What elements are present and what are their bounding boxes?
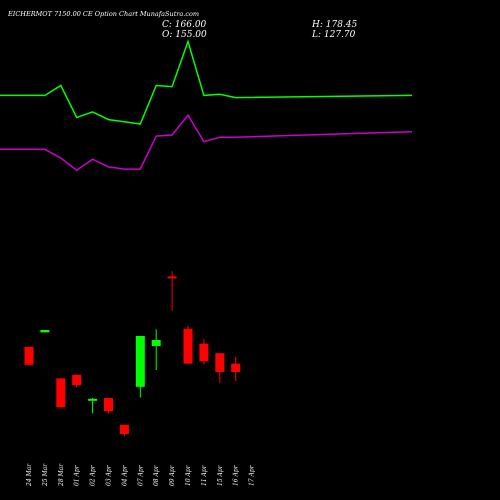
candle-body — [72, 374, 82, 386]
candle-body — [151, 340, 161, 346]
candle-body — [56, 378, 66, 408]
close-value: C: 166.00 — [162, 20, 207, 30]
open-value: O: 155.00 — [162, 30, 207, 40]
candle-body — [40, 330, 50, 333]
x-tick-label: 28 Mar — [58, 463, 65, 487]
candle-body — [104, 398, 113, 412]
x-axis-ticks: 24 Mar 25 Mar 28 Mar 01 Apr 02 Apr 03 Apr 04 A… — [26, 463, 256, 487]
x-tick-label: 01 Apr — [74, 464, 81, 486]
chart-title: EICHERMOT 7150.00 CE Option Chart Munafa… — [8, 10, 200, 18]
candle-body — [231, 363, 241, 372]
candle-body — [199, 343, 209, 362]
x-tick-label: 08 Apr — [153, 464, 160, 486]
indicator-lines — [0, 39, 413, 172]
x-tick-label: 03 Apr — [106, 464, 113, 486]
x-tick-label: 15 Apr — [217, 464, 224, 486]
upper-line — [0, 39, 413, 125]
x-tick-label: 07 Apr — [137, 464, 144, 486]
x-tick-label: 24 Mar — [26, 463, 33, 487]
candle-body — [119, 424, 129, 434]
candle-body — [88, 398, 98, 401]
x-tick-label: 10 Apr — [185, 464, 192, 486]
candle-body — [135, 336, 145, 387]
x-tick-label: 17 Apr — [249, 464, 256, 486]
x-tick-label: 04 Apr — [121, 464, 128, 486]
x-tick-label: 09 Apr — [169, 464, 176, 486]
low-value: L: 127.70 — [312, 30, 356, 40]
x-tick-label: 02 Apr — [90, 464, 97, 486]
x-tick-label: 16 Apr — [233, 464, 240, 486]
candle-body — [167, 276, 177, 279]
high-value: H: 178.45 — [312, 20, 358, 30]
x-tick-label: 11 Apr — [201, 464, 208, 486]
candles — [24, 271, 241, 437]
candle-body — [24, 346, 34, 365]
candle-body — [183, 328, 193, 364]
candle-body — [215, 353, 225, 372]
x-tick-label: 25 Mar — [42, 463, 49, 487]
lower-line — [0, 113, 413, 172]
